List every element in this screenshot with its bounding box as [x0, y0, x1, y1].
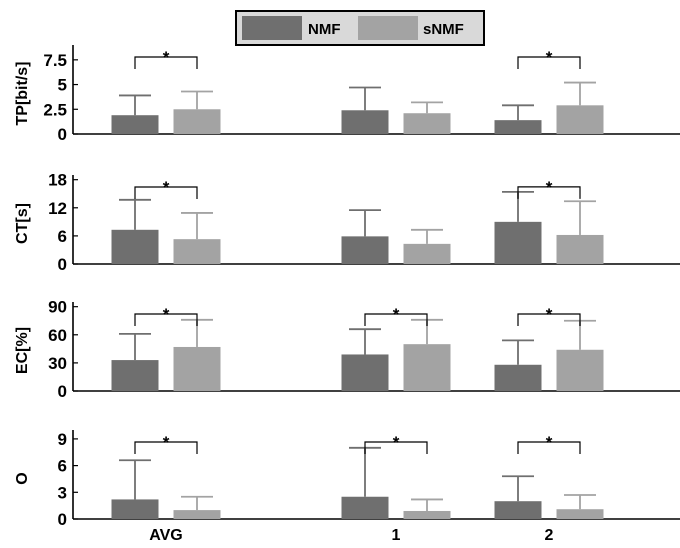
bar-snmf-avg [173, 510, 221, 519]
y-tick-label: 7.5 [43, 51, 67, 70]
bar-snmf-1 [403, 113, 451, 134]
y-tick-label: 6 [58, 227, 67, 246]
y-tick-label: 90 [48, 298, 67, 317]
bar-nmf-2 [494, 364, 542, 391]
y-tick-label: 5 [58, 76, 67, 95]
significance-bracket: * [517, 433, 581, 454]
y-axis-label: EC[%] [14, 327, 31, 374]
panel-3: 0 30 60 90 EC[%] * * * [14, 298, 680, 401]
bar-snmf-1 [403, 344, 451, 391]
panel-4: 0 3 6 9 O * * * [14, 430, 680, 529]
y-tick-label: 2.5 [43, 100, 67, 119]
y-axis-label: O [14, 472, 31, 484]
significance-star: * [393, 305, 400, 324]
bar-nmf-2 [494, 221, 542, 264]
bar-snmf-avg [173, 109, 221, 134]
y-tick-label: 60 [48, 326, 67, 345]
legend-label-snmf: sNMF [423, 21, 464, 38]
significance-bracket: * [364, 433, 428, 454]
bar-snmf-avg [173, 239, 221, 264]
bar-nmf-avg [111, 499, 159, 519]
y-tick-label: 9 [58, 430, 67, 449]
y-tick-label: 12 [48, 199, 67, 218]
panel-1: 0 2.5 5 7.5 TP[bit/s] * * [14, 45, 680, 144]
y-axis-label: TP[bit/s] [14, 62, 31, 126]
bar-nmf-avg [111, 360, 159, 391]
y-tick-label: 30 [48, 354, 67, 373]
significance-star: * [546, 433, 553, 452]
x-tick-label-avg: AVG [149, 527, 182, 544]
bar-snmf-avg [173, 346, 221, 391]
bar-snmf-2 [556, 234, 604, 264]
y-tick-label: 3 [58, 483, 67, 502]
y-tick-label: 6 [58, 457, 67, 476]
y-tick-label: 0 [58, 510, 67, 529]
significance-bracket: * [517, 48, 581, 69]
bar-nmf-1 [341, 110, 389, 134]
x-tick-labels: AVG 1 2 [149, 527, 553, 544]
significance-bracket: * [364, 305, 428, 326]
legend-label-nmf: NMF [308, 21, 341, 38]
x-tick-label-1: 1 [392, 527, 401, 544]
legend-swatch-snmf [358, 16, 418, 40]
bar-nmf-2 [494, 120, 542, 134]
bar-nmf-2 [494, 501, 542, 519]
bar-snmf-2 [556, 349, 604, 391]
y-tick-label: 0 [58, 255, 67, 274]
significance-bracket: * [517, 178, 581, 199]
y-tick-label: 18 [48, 171, 67, 190]
legend: NMF sNMF [235, 10, 485, 46]
significance-star: * [546, 178, 553, 197]
bar-nmf-1 [341, 496, 389, 519]
significance-star: * [163, 305, 170, 324]
bar-snmf-2 [556, 105, 604, 134]
panel-2: 0 6 12 18 CT[s] * * [14, 171, 680, 274]
bar-snmf-1 [403, 510, 451, 519]
significance-star: * [163, 48, 170, 67]
significance-star: * [163, 433, 170, 452]
significance-bracket: * [134, 305, 198, 326]
bar-nmf-1 [341, 354, 389, 391]
significance-bracket: * [134, 433, 198, 454]
significance-star: * [546, 305, 553, 324]
significance-star: * [163, 178, 170, 197]
y-axis-label: CT[s] [14, 203, 31, 244]
legend-swatch-nmf [242, 16, 302, 40]
significance-star: * [393, 433, 400, 452]
significance-bracket: * [134, 48, 198, 69]
significance-bracket: * [517, 305, 581, 326]
significance-bracket: * [134, 178, 198, 199]
bar-nmf-1 [341, 236, 389, 264]
bar-snmf-2 [556, 509, 604, 519]
x-tick-label-2: 2 [545, 527, 554, 544]
bar-nmf-avg [111, 229, 159, 264]
bar-nmf-avg [111, 115, 159, 134]
y-tick-label: 0 [58, 382, 67, 401]
bar-snmf-1 [403, 243, 451, 264]
y-tick-label: 0 [58, 125, 67, 144]
significance-star: * [546, 48, 553, 67]
